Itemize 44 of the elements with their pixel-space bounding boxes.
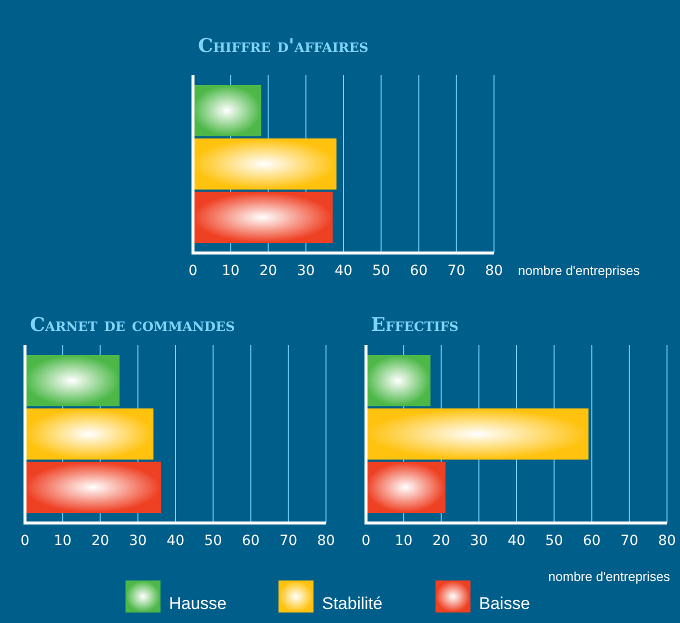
- x-tick-label: 30: [296, 263, 315, 279]
- bar: [366, 462, 446, 513]
- x-tick-label: 10: [54, 533, 72, 549]
- legend-label: Baisse: [479, 594, 530, 613]
- x-tick-label: 40: [166, 533, 184, 549]
- x-tick-label: 60: [582, 533, 601, 549]
- x-tick-label: 40: [508, 533, 526, 549]
- x-tick-label: 20: [91, 533, 110, 549]
- x-tick-label: 20: [432, 533, 450, 549]
- x-axis-title: nombre d'entreprises: [518, 263, 640, 278]
- x-tick-label: 50: [204, 533, 222, 549]
- bar: [24, 462, 161, 513]
- chart-title: Carnet de commandes: [30, 314, 235, 336]
- x-tick-label: 80: [485, 263, 503, 279]
- x-tick-label: 50: [545, 533, 564, 549]
- bar: [366, 355, 430, 406]
- x-tick-label: 10: [222, 263, 240, 279]
- x-tick-label: 0: [362, 533, 370, 549]
- bar: [192, 85, 262, 136]
- x-tick-label: 10: [394, 533, 413, 549]
- x-tick-label: 70: [620, 533, 638, 549]
- x-axis-title: nombre d'entreprises: [548, 569, 670, 584]
- x-tick-label: 40: [334, 263, 352, 279]
- bar: [192, 138, 336, 190]
- x-tick-label: 60: [410, 263, 428, 279]
- x-tick-label: 70: [447, 263, 466, 279]
- x-tick-label: 30: [470, 533, 488, 549]
- x-tick-label: 80: [317, 533, 335, 549]
- chart-title: Chiffre d'affaires: [198, 35, 368, 57]
- x-tick-label: 0: [188, 263, 198, 279]
- x-tick-label: 50: [372, 263, 390, 279]
- x-tick-label: 0: [20, 533, 30, 549]
- x-tick-label: 20: [259, 263, 278, 279]
- bar: [24, 355, 120, 406]
- chart-title: Effectifs: [371, 314, 459, 336]
- x-tick-label: 70: [279, 533, 298, 549]
- legend-label: Hausse: [169, 594, 227, 613]
- bar: [192, 192, 333, 243]
- bar: [24, 408, 154, 460]
- x-tick-label: 30: [128, 533, 147, 549]
- x-tick-label: 60: [242, 533, 260, 549]
- x-tick-label: 80: [658, 533, 676, 549]
- legend-label: Stabilité: [322, 594, 382, 613]
- bar: [366, 408, 588, 460]
